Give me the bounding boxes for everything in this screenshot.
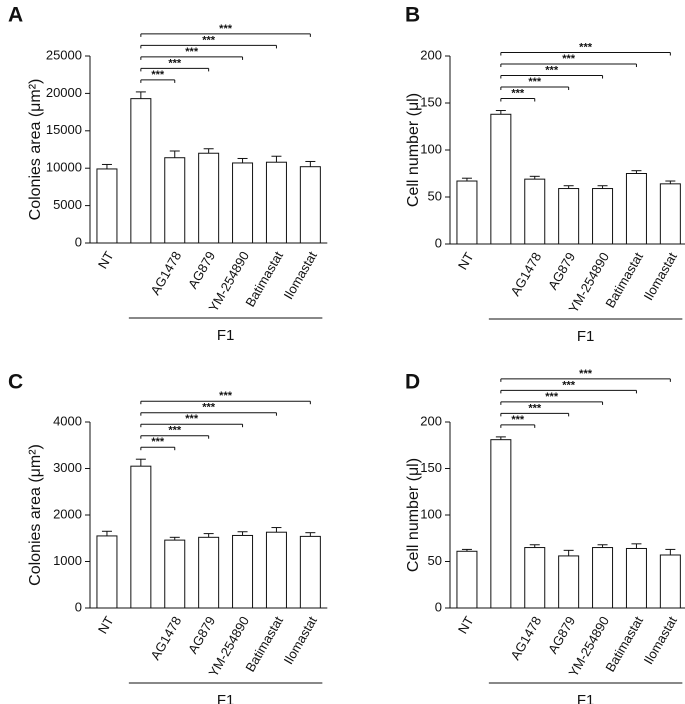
significance-label: ***: [579, 41, 593, 53]
bar: [198, 536, 220, 609]
significance-label: ***: [511, 414, 525, 426]
group-label: F1: [217, 327, 235, 344]
bar: [164, 539, 186, 609]
bar: [659, 183, 681, 245]
x-tick-label: AG879: [545, 250, 578, 293]
bar: [265, 161, 287, 244]
significance-label: ***: [151, 436, 165, 448]
y-tick-label: 100: [420, 141, 442, 156]
significance-label: ***: [168, 57, 182, 69]
x-tick-label: NT: [95, 249, 117, 272]
bar: [456, 180, 478, 245]
x-tick-label: AG879: [185, 614, 218, 657]
y-tick-label: 0: [75, 599, 82, 614]
y-tick-label: 100: [420, 506, 442, 521]
significance-label: ***: [168, 425, 182, 437]
group-label: F1: [577, 328, 595, 345]
significance-label: ***: [151, 69, 165, 81]
bar: [592, 188, 614, 245]
x-tick-label: NT: [455, 250, 477, 273]
group-label: F1: [217, 692, 235, 704]
x-tick-label: AG1478: [147, 614, 184, 663]
y-tick-label: 5000: [53, 197, 82, 212]
significance-label: ***: [528, 76, 542, 88]
bar: [490, 439, 512, 609]
significance-label: ***: [185, 46, 199, 58]
bar: [592, 547, 614, 609]
x-tick-label: AG1478: [147, 249, 184, 298]
y-tick-label: 10000: [46, 160, 82, 175]
bar: [96, 535, 118, 609]
bar: [625, 547, 647, 609]
significance-label: ***: [185, 413, 199, 425]
bar: [456, 550, 478, 609]
x-tick-label: NT: [455, 614, 477, 637]
y-tick-label: 150: [420, 460, 442, 475]
y-tick-label: 150: [420, 94, 442, 109]
bar: [164, 157, 186, 244]
x-tick-label: Ilomastat: [641, 613, 681, 667]
bar: [524, 547, 546, 609]
x-tick-label: AG1478: [507, 250, 544, 299]
panel-label: B: [405, 4, 420, 27]
group-label: F1: [577, 692, 595, 704]
bar: [198, 152, 220, 244]
y-tick-label: 50: [428, 188, 442, 203]
bar: [625, 173, 647, 245]
significance-label: ***: [511, 87, 525, 99]
x-tick-label: AG879: [185, 249, 218, 292]
bar: [130, 465, 152, 609]
bar: [490, 113, 512, 245]
y-tick-label: 0: [435, 235, 442, 250]
significance-label: ***: [219, 390, 233, 402]
y-axis-label: Cell number (μl): [405, 93, 422, 207]
y-tick-label: 1000: [53, 553, 82, 568]
significance-label: ***: [219, 23, 233, 35]
panel-label: C: [8, 371, 23, 394]
significance-label: ***: [202, 402, 216, 414]
y-tick-label: 0: [75, 234, 82, 249]
y-axis-label: Cell number (μl): [405, 458, 422, 572]
significance-label: ***: [528, 402, 542, 414]
bar: [232, 534, 254, 609]
bar: [232, 162, 254, 244]
y-axis-label: Colonies area (μm²): [27, 79, 44, 221]
y-tick-label: 25000: [46, 47, 82, 62]
y-tick-label: 50: [428, 553, 442, 568]
bar: [130, 98, 152, 244]
panel-label: D: [405, 371, 420, 394]
bar: [558, 555, 580, 609]
x-tick-label: AG879: [545, 614, 578, 657]
significance-label: ***: [562, 379, 576, 391]
significance-label: ***: [202, 34, 216, 46]
y-tick-label: 2000: [53, 506, 82, 521]
y-tick-label: 4000: [53, 413, 82, 428]
bar: [299, 535, 321, 609]
significance-label: ***: [545, 64, 559, 76]
bar: [558, 188, 580, 245]
bar: [299, 166, 321, 244]
x-tick-label: NT: [95, 614, 117, 637]
x-tick-label: Ilomastat: [641, 249, 681, 303]
bar: [524, 178, 546, 245]
y-tick-label: 200: [420, 413, 442, 428]
bar: [96, 168, 118, 244]
y-tick-label: 200: [420, 47, 442, 62]
significance-label: ***: [579, 368, 593, 380]
significance-label: ***: [545, 391, 559, 403]
y-axis-label: Colonies area (μm²): [27, 444, 44, 586]
x-tick-label: AG1478: [507, 614, 544, 663]
x-tick-label: Ilomastat: [281, 248, 321, 302]
x-tick-label: Ilomastat: [281, 613, 321, 667]
y-tick-label: 0: [435, 599, 442, 614]
panel-label: A: [8, 4, 23, 27]
bar: [659, 554, 681, 609]
y-tick-label: 20000: [46, 85, 82, 100]
y-tick-label: 3000: [53, 460, 82, 475]
significance-label: ***: [562, 53, 576, 65]
y-tick-label: 15000: [46, 122, 82, 137]
bar: [265, 531, 287, 609]
